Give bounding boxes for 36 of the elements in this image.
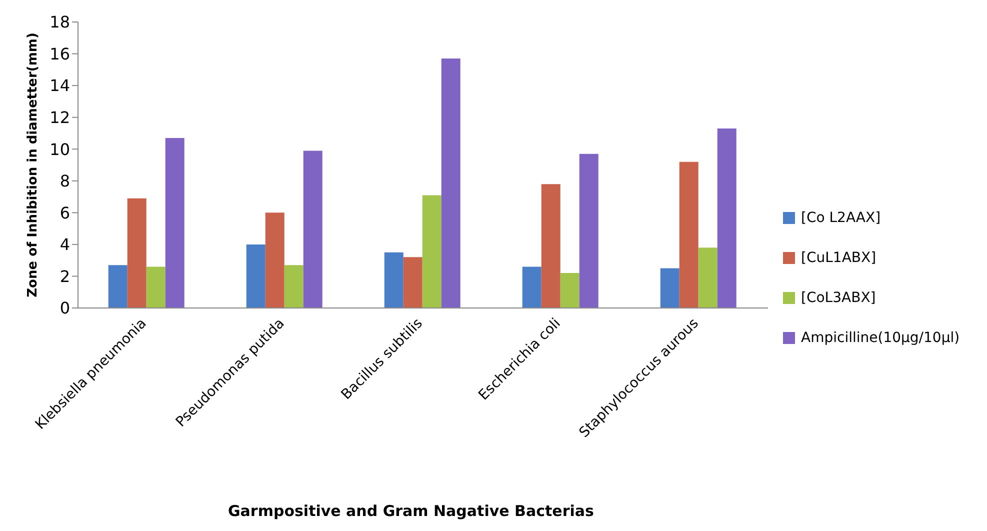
y-tick-label: 4 bbox=[60, 235, 70, 254]
legend-label: [CuL1ABX] bbox=[801, 250, 876, 266]
bar bbox=[127, 198, 146, 308]
bar bbox=[441, 58, 460, 308]
legend-label: [Co L2AAX] bbox=[801, 210, 881, 226]
bar bbox=[303, 150, 322, 308]
bar bbox=[265, 212, 284, 308]
bar bbox=[560, 273, 580, 308]
bar bbox=[165, 138, 184, 308]
y-tick-label: 6 bbox=[60, 203, 70, 222]
bar bbox=[403, 257, 422, 308]
x-axis-title: Garmpositive and Gram Nagative Bacterias bbox=[228, 502, 594, 520]
bar bbox=[579, 154, 598, 308]
bar bbox=[384, 252, 404, 308]
y-tick-label: 16 bbox=[50, 44, 70, 64]
legend-label: [CoL3ABX] bbox=[801, 290, 876, 306]
bar bbox=[422, 195, 442, 308]
y-tick-label: 12 bbox=[50, 108, 70, 128]
y-tick-label: 2 bbox=[60, 266, 70, 286]
y-tick-label: 18 bbox=[50, 12, 70, 32]
bar bbox=[146, 266, 166, 308]
y-tick-label: 10 bbox=[50, 140, 70, 159]
y-tick-label: 0 bbox=[60, 298, 70, 318]
y-axis-title: Zone of Inhibition in diametter(mm) bbox=[26, 32, 41, 298]
legend-label: Ampicilline(10µg/10µl) bbox=[801, 330, 960, 346]
bar bbox=[284, 265, 304, 308]
bar bbox=[679, 162, 698, 308]
bar bbox=[698, 248, 718, 308]
y-tick-label: 8 bbox=[60, 172, 70, 191]
bar bbox=[108, 265, 128, 308]
bar bbox=[246, 244, 266, 308]
bar bbox=[717, 128, 736, 308]
bar bbox=[522, 266, 542, 308]
bar bbox=[541, 184, 560, 308]
y-tick-label: 14 bbox=[50, 76, 70, 96]
bar bbox=[660, 268, 680, 308]
